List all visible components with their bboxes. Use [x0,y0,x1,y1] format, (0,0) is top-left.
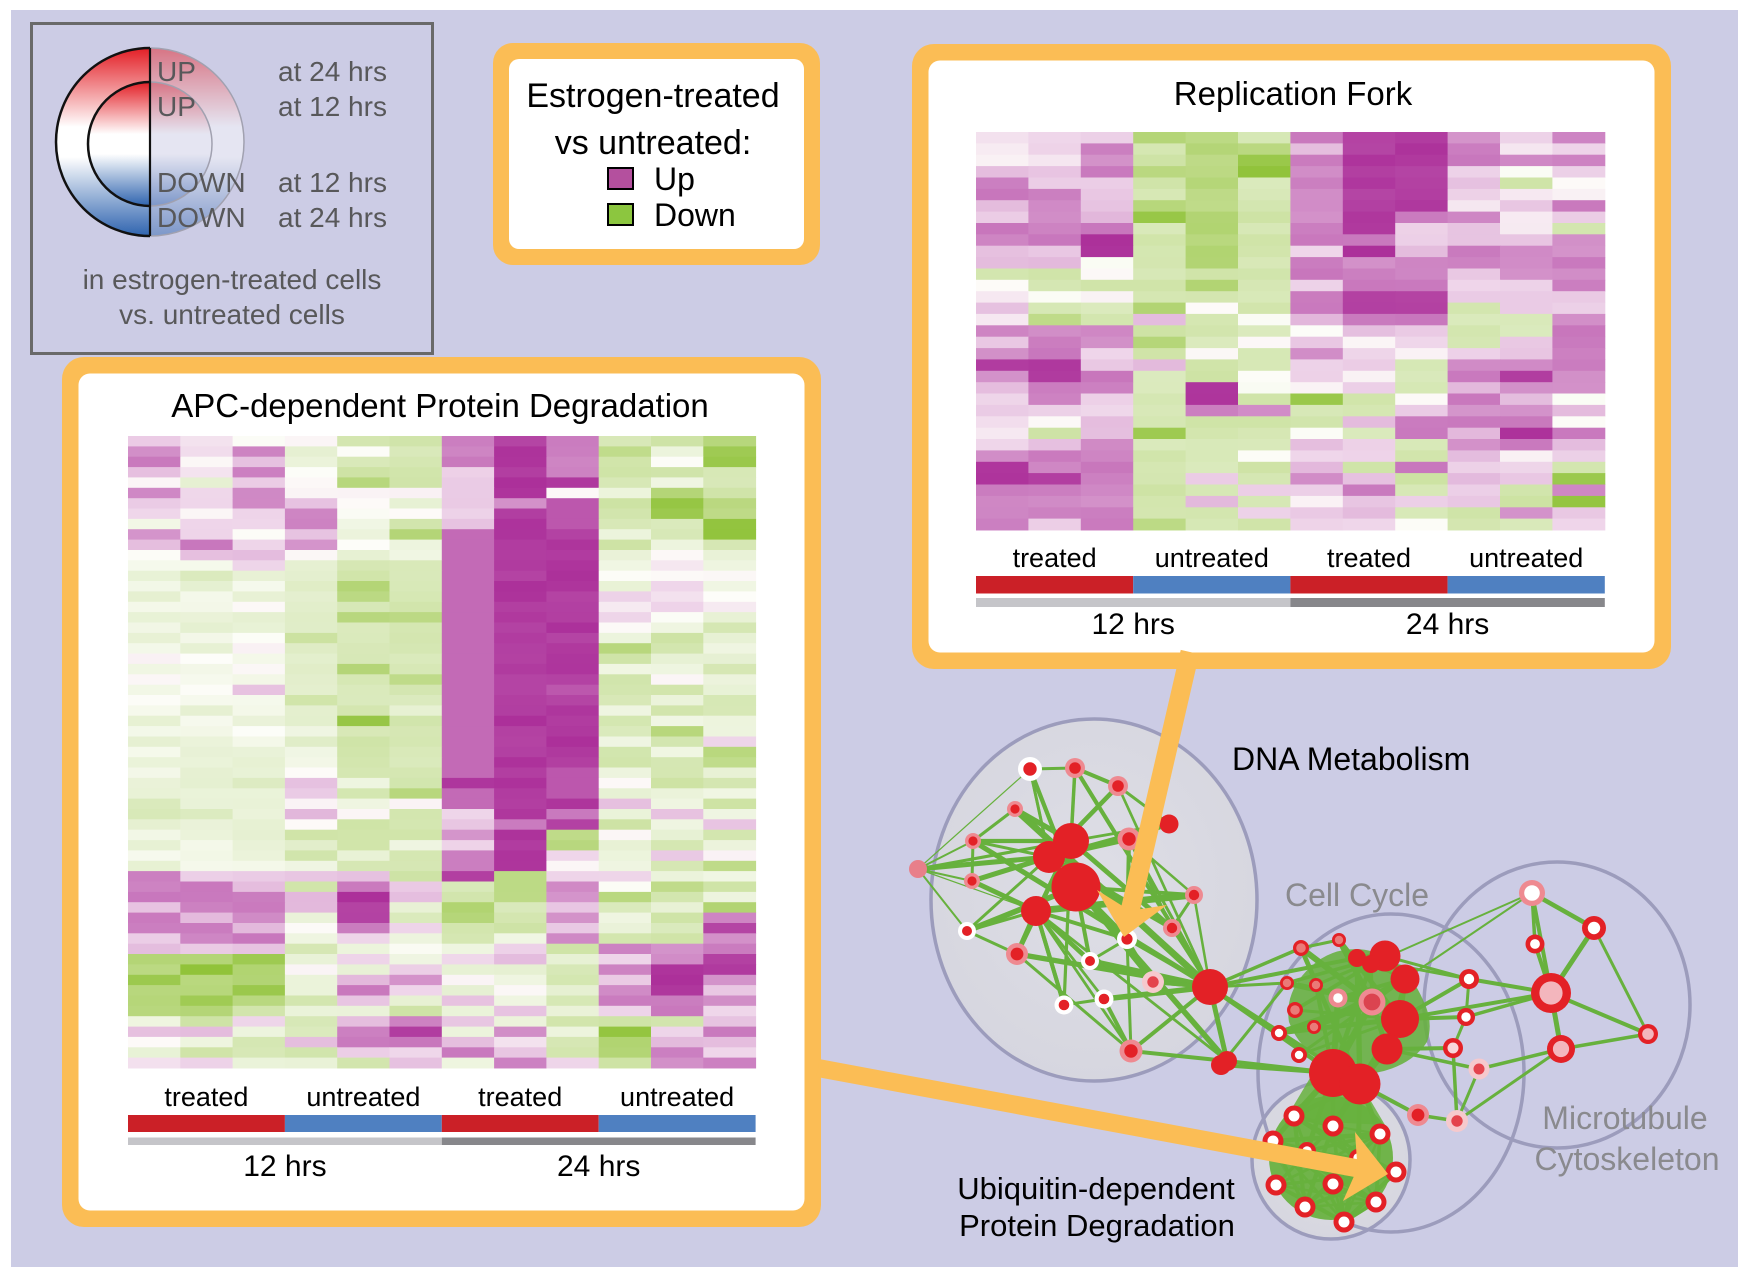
svg-text:UP: UP [157,56,196,87]
svg-text:at 24 hrs: at 24 hrs [278,202,387,233]
svg-text:treated: treated [478,1082,562,1112]
svg-text:untreated: untreated [620,1082,734,1112]
svg-text:DOWN: DOWN [157,167,246,198]
svg-text:Replication Fork: Replication Fork [1174,75,1413,112]
svg-text:Ubiquitin-dependent: Ubiquitin-dependent [957,1171,1235,1206]
svg-text:treated: treated [1013,543,1097,573]
svg-text:at 24 hrs: at 24 hrs [278,56,387,87]
svg-text:vs. untreated cells: vs. untreated cells [119,299,345,330]
svg-text:24 hrs: 24 hrs [1406,608,1489,641]
svg-text:treated: treated [164,1082,248,1112]
svg-text:12 hrs: 12 hrs [1092,608,1175,641]
svg-text:in estrogen-treated cells: in estrogen-treated cells [83,264,382,295]
svg-text:Protein Degradation: Protein Degradation [959,1208,1235,1243]
svg-text:APC-dependent Protein Degradat: APC-dependent Protein Degradation [171,387,709,424]
svg-text:untreated: untreated [1469,543,1583,573]
svg-text:DOWN: DOWN [157,202,246,233]
svg-text:treated: treated [1327,543,1411,573]
svg-text:at 12 hrs: at 12 hrs [278,167,387,198]
svg-text:Down: Down [654,197,736,233]
svg-text:Estrogen-treated: Estrogen-treated [526,77,779,115]
svg-text:12 hrs: 12 hrs [243,1150,326,1183]
svg-text:Up: Up [654,161,695,197]
svg-text:UP: UP [157,91,196,122]
svg-text:untreated: untreated [1155,543,1269,573]
svg-text:DNA Metabolism: DNA Metabolism [1232,741,1470,777]
svg-text:24 hrs: 24 hrs [557,1150,640,1183]
svg-text:untreated: untreated [306,1082,420,1112]
svg-text:vs untreated:: vs untreated: [555,124,752,162]
svg-text:Cytoskeleton: Cytoskeleton [1535,1141,1720,1177]
svg-text:Microtubule: Microtubule [1542,1100,1707,1136]
svg-text:at 12 hrs: at 12 hrs [278,91,387,122]
svg-text:Cell Cycle: Cell Cycle [1285,877,1429,913]
